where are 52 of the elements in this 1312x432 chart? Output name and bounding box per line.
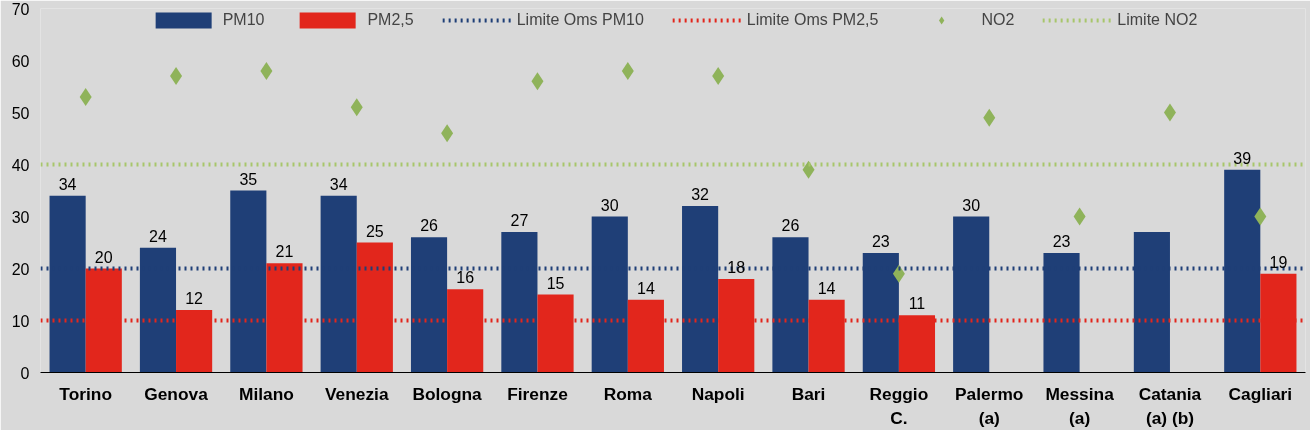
y-tick-label: 30 [11,208,30,226]
data-label: 30 [600,196,619,214]
data-label: 26 [781,217,800,235]
data-label: 32 [691,186,710,204]
legend-label: PM2,5 [367,11,414,29]
data-label: 11 [908,295,926,313]
data-label: 27 [510,212,529,230]
y-tick-label: 20 [11,260,30,278]
data-label: 35 [239,170,258,188]
y-tick-label: 0 [20,364,30,382]
data-label: 39 [1233,149,1252,167]
data-label: 12 [185,290,204,308]
data-label: 14 [817,279,836,297]
data-label: 16 [456,269,475,287]
data-label: 20 [94,248,113,266]
data-label: 15 [546,274,565,292]
legend-label: Limite Oms PM2,5 [746,11,879,29]
x-tick-label: Napoli [691,383,745,404]
x-tick-label: Cagliari [1228,383,1293,404]
x-tick-label: Roma [603,383,653,404]
legend-label: Limite Oms PM10 [516,11,644,29]
data-label: 14 [636,279,655,297]
x-tick-label: Torino [59,383,112,404]
y-tick-label: 40 [11,156,30,174]
x-tick-label: Genova [144,383,209,404]
x-tick-label: Firenze [507,383,569,404]
y-tick-label: 70 [11,0,30,18]
y-tick-label: 50 [11,104,30,122]
x-tick-label: Bari [791,383,826,404]
data-label: 18 [727,258,746,276]
data-label: 34 [329,175,348,193]
x-tick-label: Messina (a) [1045,383,1115,428]
data-label: 19 [1269,253,1288,271]
x-tick-label: Venezia [324,383,389,404]
data-label: 24 [149,227,167,245]
data-label: 23 [1052,232,1071,250]
x-tick-label: Reggio C. [869,383,929,428]
x-tick-label: Milano [238,383,294,404]
data-label: 23 [871,232,890,250]
y-tick-label: 60 [11,52,30,70]
x-tick-label: Palermo (a) [955,383,1024,428]
x-tick-label: Bologna [412,383,483,404]
y-tick-label: 10 [11,312,30,330]
data-label: 25 [365,222,384,240]
data-label: 34 [58,175,77,193]
legend-label: Limite NO2 [1117,11,1198,29]
legend-label: NO2 [981,11,1015,29]
legend-label: PM10 [222,11,265,29]
data-label: 21 [275,243,294,261]
data-label: 30 [962,196,981,214]
data-label: 26 [420,217,439,235]
x-tick-label: Catania (a) (b) [1138,383,1202,428]
